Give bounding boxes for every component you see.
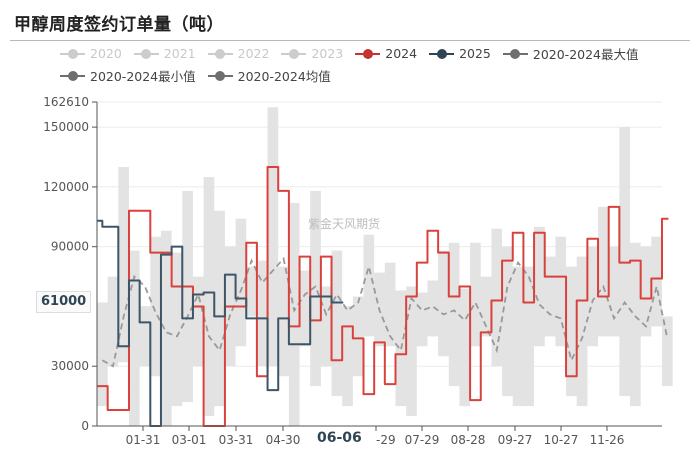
- legend-label: 2020: [90, 46, 122, 61]
- legend-marker-icon: [207, 70, 233, 82]
- legend-item-2025[interactable]: 2025: [429, 46, 491, 61]
- x-tick-label: 03-01: [172, 433, 207, 447]
- legend-item-2020-2024均值[interactable]: 2020-2024均值: [207, 66, 331, 85]
- title-divider: [10, 40, 690, 41]
- y-tick-label: 30000: [51, 359, 89, 373]
- y-axis-pointer-label: 61000: [36, 291, 92, 313]
- x-tick-label: 11-26: [590, 433, 625, 447]
- watermark: 紫金天风期货: [308, 216, 380, 231]
- y-tick-label: 90000: [51, 240, 89, 254]
- series-average-line: [101, 256, 669, 368]
- y-tick-label: 162610: [43, 95, 89, 109]
- legend-row-1: 2020 2021 2022 2023 2024 2025 2020-2024最大值: [60, 44, 639, 63]
- legend-marker-icon: [355, 48, 381, 60]
- series-2025-line: [97, 219, 344, 427]
- x-tick-label: 08-28: [451, 433, 486, 447]
- legend-marker-icon: [60, 48, 85, 60]
- min-max-band: [97, 107, 673, 427]
- legend-label: 2020-2024最大值: [532, 47, 639, 62]
- x-tick-label: 07-29: [405, 433, 440, 447]
- x-tick-label: 04-30: [266, 433, 301, 447]
- y-tick-label: 0: [81, 419, 89, 433]
- x-tick-label: 01-31: [126, 433, 161, 447]
- legend-item-2022[interactable]: 2022: [207, 46, 270, 61]
- x-tick-label: 09-27: [498, 433, 533, 447]
- x-tick-label: -29: [376, 433, 396, 447]
- legend-marker-icon: [133, 48, 159, 60]
- legend-item-2020[interactable]: 2020: [60, 46, 122, 61]
- series-2024-line: [97, 165, 669, 427]
- legend-label: 2024: [385, 46, 418, 61]
- legend-label: 2020-2024均值: [237, 69, 331, 84]
- legend-label: 2025: [459, 46, 491, 61]
- y-tick-label: 120000: [43, 180, 89, 194]
- legend-marker-icon: [429, 48, 455, 60]
- x-tick-label: 10-27: [544, 433, 579, 447]
- legend-item-2023[interactable]: 2023: [281, 46, 343, 61]
- y-tick-label: 150000: [43, 120, 89, 134]
- legend-label: 2022: [237, 46, 270, 61]
- legend-item-2021[interactable]: 2021: [133, 46, 196, 61]
- legend-item-2020-2024最大值[interactable]: 2020-2024最大值: [502, 44, 639, 63]
- legend-item-2020-2024最小值[interactable]: 2020-2024最小值: [60, 66, 196, 85]
- x-tick-label: 03-31: [219, 433, 254, 447]
- legend-label: 2021: [163, 46, 196, 61]
- legend-row-2: 2020-2024最小值 2020-2024均值: [60, 66, 331, 85]
- x-axis-pointer-label: 06-06: [314, 430, 365, 446]
- legend-label: 2020-2024最小值: [90, 69, 196, 84]
- chart-title: 甲醇周度签约订单量（吨）: [14, 15, 224, 35]
- legend-marker-icon: [207, 48, 233, 60]
- legend-marker-icon: [60, 70, 85, 82]
- legend-marker-icon: [502, 48, 528, 60]
- legend-item-2024[interactable]: 2024: [355, 46, 417, 61]
- legend-label: 2023: [311, 46, 344, 61]
- legend-marker-icon: [281, 48, 307, 60]
